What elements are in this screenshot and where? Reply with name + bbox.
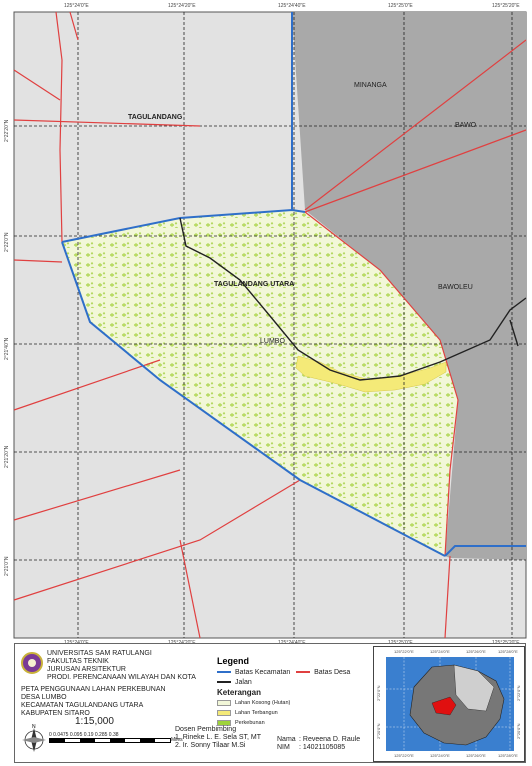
inset-label-left-1: 2°22'0"N <box>376 685 381 701</box>
legend-row-perkebunan: Perkebunan <box>217 719 367 727</box>
map-footer: UNIVERSITAS SAM RATULANGI FAKULTAS TEKNI… <box>14 643 526 763</box>
north-arrow-icon: N <box>22 724 46 752</box>
label-tagulandang-utara: TAGULANDANG UTARA <box>214 281 295 288</box>
inset-map[interactable]: 125°22'0"E 125°24'0"E 125°26'0"E 125°28'… <box>373 646 525 762</box>
batas-kecamatan-lines <box>61 12 526 557</box>
institution-line2: FAKULTAS TEKNIK <box>47 658 109 665</box>
grid-label-left-1: 2°22'20"N <box>4 119 10 142</box>
inset-label-right-1: 2°22'0"N <box>516 685 521 701</box>
grid-label-left-2: 2°22'0"N <box>4 232 10 252</box>
batas-desa-lines <box>13 11 527 639</box>
perkebunan-swatch <box>217 719 231 726</box>
grid-label-left-4: 2°21'20"N <box>4 445 10 468</box>
label-bawoleu: BAWOLEU <box>438 284 473 291</box>
legend-keterangan-title: Keterangan <box>217 688 262 697</box>
inset-label-bottom-3: 125°26'0"E <box>466 753 486 758</box>
legend-batas-desa: Batas Desa <box>314 669 351 676</box>
institution-line3: JURUSAN ARSITEKTUR <box>47 666 126 673</box>
student-name-label: Nama <box>277 736 296 743</box>
supervisor-one: 1. Rineke L. E. Sela ST, MT <box>175 734 261 741</box>
inset-study-area <box>431 696 457 716</box>
inset-label-left-2: 2°20'0"N <box>376 723 381 739</box>
inset-label-top-2: 125°24'0"E <box>430 649 450 654</box>
inset-label-right-2: 2°20'0"N <box>516 723 521 739</box>
scale-unit: Miles <box>171 737 183 743</box>
supervisors-block: Dosen Pembimbing 1. Rineke L. E. Sela ST… <box>175 726 261 750</box>
student-name-value: : Reveena D. Raule <box>299 736 361 743</box>
inset-label-top-1: 125°22'0"E <box>394 649 414 654</box>
scale-ratio: 1:15,000 <box>75 716 114 727</box>
grid-label-left-3: 2°21'40"N <box>4 337 10 360</box>
map-title-line1: PETA PENGGUNAAN LAHAN PERKEBUNAN <box>21 686 166 693</box>
grid-label-top-4: 125°25'0"E <box>388 3 413 9</box>
scale-ticks: 0 0.0475 0.095 0.19 0.285 0.38 <box>49 732 119 738</box>
grid-label-top-1: 125°24'0"E <box>64 3 89 9</box>
student-name-row: Nama: Reveena D. Raule <box>277 736 360 744</box>
legend-block: Legend Batas Kecamatan Batas Desa Jalan … <box>217 656 367 727</box>
legend-row-lahan-kosong: Lahan Kosong (Hutan) <box>217 699 367 707</box>
supervisors-heading: Dosen Pembimbing <box>175 726 237 733</box>
legend-batas-kecamatan: Batas Kecamatan <box>235 669 291 676</box>
batas-kecamatan-swatch <box>217 671 231 674</box>
student-nim-row: NIM : 14021105085 <box>277 744 360 752</box>
grid-label-top-2: 125°24'20"E <box>168 3 196 9</box>
legend-row-jalan: Jalan <box>217 679 367 687</box>
student-nim-value: : 14021105085 <box>299 744 346 751</box>
main-map[interactable] <box>0 0 532 640</box>
legend-lahan-terbangun: Lahan Terbangun <box>235 710 278 716</box>
inset-label-bottom-2: 125°24'0"E <box>430 753 450 758</box>
inset-map-drawing <box>386 657 514 751</box>
inset-island-light <box>453 664 495 712</box>
grid-label-left-5: 2°21'0"N <box>4 556 10 576</box>
lahan-kosong-swatch <box>217 699 231 706</box>
label-lumbo: LUMBO <box>260 338 285 345</box>
label-minanga: MINANGA <box>354 82 387 89</box>
map-title-block: PETA PENGGUNAAN LAHAN PERKEBUNAN DESA LU… <box>21 686 166 718</box>
grid-label-top-5: 125°25'20"E <box>492 3 520 9</box>
lahan-terbangun-swatch <box>217 709 231 716</box>
map-title-line2: DESA LUMBO <box>21 694 67 701</box>
supervisor-two: 2. Ir. Sonny Tilaar M.Si <box>175 742 246 749</box>
legend-jalan: Jalan <box>235 679 252 686</box>
legend-lahan-kosong: Lahan Kosong (Hutan) <box>235 700 291 706</box>
institution-line4: PRODI. PERENCANAAN WILAYAH DAN KOTA <box>47 674 196 681</box>
lahan-terbangun-area <box>295 355 447 393</box>
svg-text:N: N <box>32 724 36 730</box>
inset-label-bottom-1: 125°22'0"E <box>394 753 414 758</box>
legend-title: Legend <box>217 656 250 666</box>
inset-label-bottom-4: 125°28'0"E <box>498 753 518 758</box>
grid-label-top-3: 125°24'40"E <box>278 3 306 9</box>
institution-line1: UNIVERSITAS SAM RATULANGI <box>47 650 152 657</box>
legend-row-lahan-terbangun: Lahan Terbangun <box>217 709 367 717</box>
student-nim-label: NIM <box>277 744 290 751</box>
university-logo <box>21 652 43 674</box>
institution-block: UNIVERSITAS SAM RATULANGI FAKULTAS TEKNI… <box>47 650 196 682</box>
jalan-swatch <box>217 681 231 684</box>
map-title-line3: KECAMATAN TAGULANDANG UTARA <box>21 702 144 709</box>
scale-bar <box>49 738 171 743</box>
inset-label-top-3: 125°26'0"E <box>466 649 486 654</box>
village-lumbo-area <box>62 210 458 556</box>
district-bawoleu-area <box>292 12 526 560</box>
legend-perkebunan: Perkebunan <box>235 720 265 726</box>
inset-label-top-4: 125°28'0"E <box>498 649 518 654</box>
label-tagulandang: TAGULANDANG <box>128 114 183 121</box>
batas-desa-swatch <box>296 671 311 674</box>
label-bawo: BAWO <box>455 122 477 129</box>
student-block: Nama: Reveena D. Raule NIM : 14021105085 <box>277 736 360 752</box>
map-title-line4: KABUPATEN SITARO <box>21 710 90 717</box>
legend-row-boundaries: Batas Kecamatan Batas Desa <box>217 669 367 677</box>
jalan-line <box>179 217 527 381</box>
